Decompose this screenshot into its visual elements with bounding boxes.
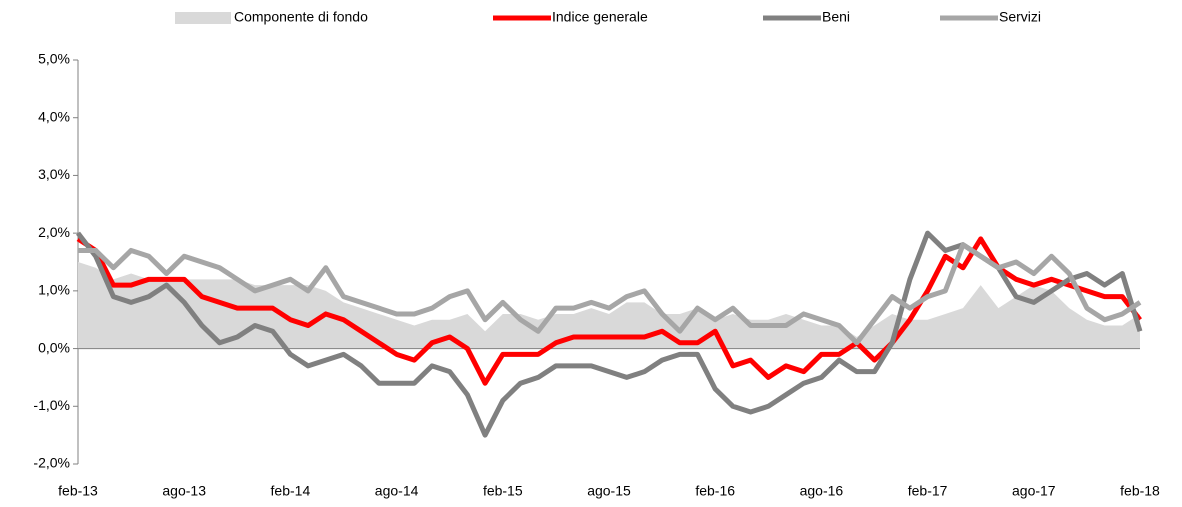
y-tick-label: 4,0%: [38, 108, 70, 124]
x-tick-label: ago-13: [162, 483, 206, 499]
x-tick-label: feb-13: [58, 483, 98, 499]
legend-label: Servizi: [999, 9, 1041, 25]
x-tick-label: feb-17: [908, 483, 948, 499]
line: [78, 242, 1142, 346]
legend-label: Componente di fondo: [234, 9, 368, 25]
legend-swatch: [175, 12, 231, 24]
x-tick-label: ago-17: [1012, 483, 1056, 499]
y-tick-label: 3,0%: [38, 166, 70, 182]
x-tick-label: feb-16: [695, 483, 735, 499]
x-tick-label: feb-15: [483, 483, 523, 499]
y-tick-label: -1,0%: [33, 397, 70, 413]
legend-label: Indice generale: [552, 9, 648, 25]
legend-label: Beni: [822, 9, 850, 25]
y-tick-label: 5,0%: [38, 51, 70, 67]
x-tick-label: feb-18: [1120, 483, 1160, 499]
area: [78, 262, 1140, 349]
x-tick-label: feb-14: [271, 483, 311, 499]
x-tick-label: ago-14: [375, 483, 419, 499]
y-tick-label: 1,0%: [38, 282, 70, 298]
y-tick-label: 2,0%: [38, 224, 70, 240]
line: [76, 236, 1142, 386]
y-tick-label: 0,0%: [38, 339, 70, 355]
y-tick-label: -2,0%: [33, 455, 70, 471]
x-tick-label: ago-15: [587, 483, 631, 499]
x-tick-label: ago-16: [800, 483, 844, 499]
